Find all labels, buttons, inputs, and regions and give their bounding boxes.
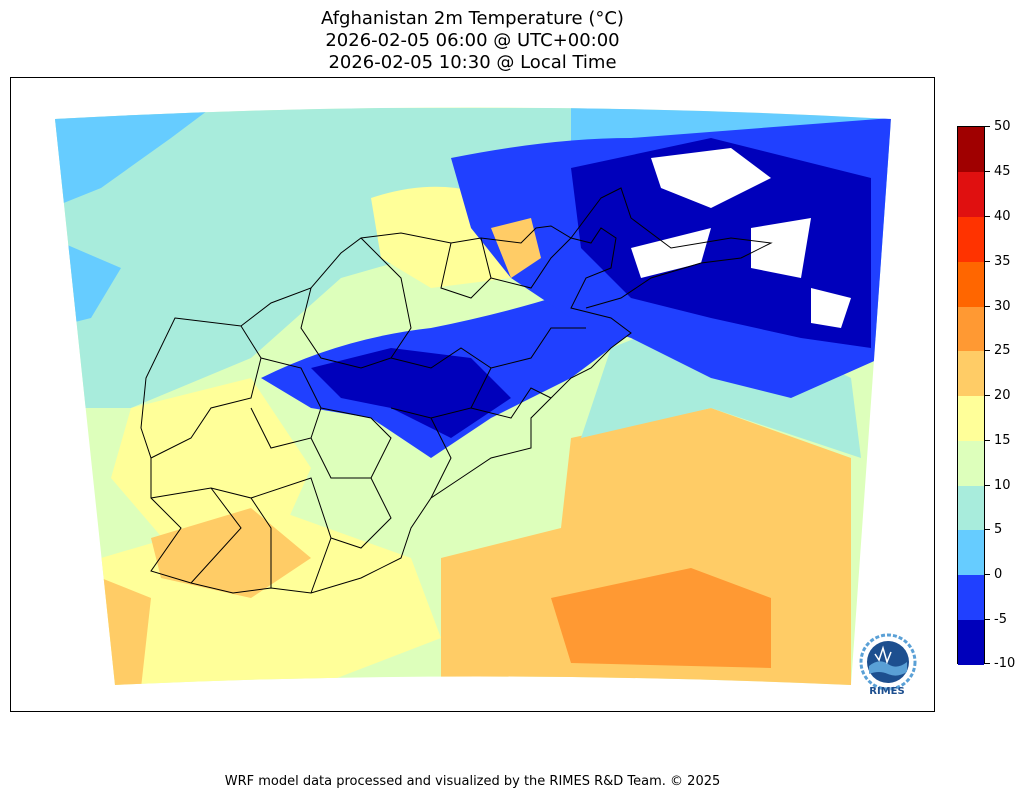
- colorbar-swatch-5-10: [958, 486, 984, 530]
- colorbar-tick: [985, 216, 990, 217]
- map-title: Afghanistan 2m Temperature (°C): [321, 8, 624, 29]
- colorbar-tick: [985, 574, 990, 575]
- colorbar-swatch-45-50: [958, 127, 984, 172]
- temp-band-25-30: [551, 568, 771, 668]
- colorbar-swatch-15-20: [958, 396, 984, 441]
- colorbar-swatch-0-5: [958, 530, 984, 575]
- colorbar-tick: [985, 171, 990, 172]
- colorbar-label: 20: [994, 388, 1011, 403]
- temp-band-minus10-minus5-central: [311, 348, 511, 438]
- colorbar-swatch-25-30: [958, 307, 984, 351]
- colorbar-label: 10: [994, 478, 1011, 493]
- colorbar-label: 0: [994, 567, 1003, 582]
- colorbar-tick: [985, 529, 990, 530]
- footer-credit: WRF model data processed and visualized …: [224, 774, 721, 789]
- temp-band-20-25-edge: [101, 578, 151, 685]
- colorbar-label: -5: [994, 612, 1007, 627]
- colorbar-label: 45: [994, 164, 1011, 179]
- colorbar-swatch-40-45: [958, 172, 984, 217]
- rimes-logo: [859, 633, 917, 691]
- colorbar-swatch-30-35: [958, 262, 984, 307]
- temperature-map: [55, 107, 891, 685]
- colorbar-label: 30: [994, 299, 1011, 314]
- utc-time: 2026-02-05 06:00 @ UTC+00:00: [325, 30, 620, 51]
- colorbar-label: 35: [994, 254, 1011, 269]
- colorbar-label: 5: [994, 522, 1003, 537]
- colorbar-tick: [985, 126, 990, 127]
- temp-below-scale-4: [811, 288, 851, 328]
- colorbar-label: 40: [994, 209, 1011, 224]
- colorbar-tick: [985, 440, 990, 441]
- local-time: 2026-02-05 10:30 @ Local Time: [328, 52, 617, 73]
- colorbar-swatch-minus5-0: [958, 575, 984, 620]
- colorbar-label: 15: [994, 433, 1011, 448]
- colorbar-swatch-10-15: [958, 441, 984, 486]
- colorbar-label: 50: [994, 119, 1011, 134]
- colorbar-tick: [985, 261, 990, 262]
- colorbar-swatch-minus10-minus5: [958, 620, 984, 665]
- rimes-logo-text: RIMES: [869, 686, 905, 697]
- colorbar: [957, 126, 985, 665]
- temp-band-minus10-minus5-ne: [571, 138, 871, 348]
- province-boundaries: [140, 225, 632, 594]
- country-border: [570, 187, 773, 309]
- colorbar-swatch-35-40: [958, 217, 984, 262]
- colorbar-label: -10: [994, 656, 1016, 671]
- colorbar-tick: [985, 485, 990, 486]
- colorbar-swatch-20-25: [958, 351, 984, 396]
- temp-band-20-25-north: [491, 218, 541, 278]
- temp-below-scale-1: [651, 148, 771, 208]
- colorbar-tick: [985, 395, 990, 396]
- colorbar-tick: [985, 663, 990, 664]
- map-panel: [10, 77, 935, 712]
- colorbar-tick: [985, 306, 990, 307]
- temp-below-scale-2: [751, 218, 811, 278]
- colorbar-tick: [985, 350, 990, 351]
- temp-band-0-5-nw: [55, 108, 211, 208]
- colorbar-label: 25: [994, 343, 1011, 358]
- colorbar-tick: [985, 619, 990, 620]
